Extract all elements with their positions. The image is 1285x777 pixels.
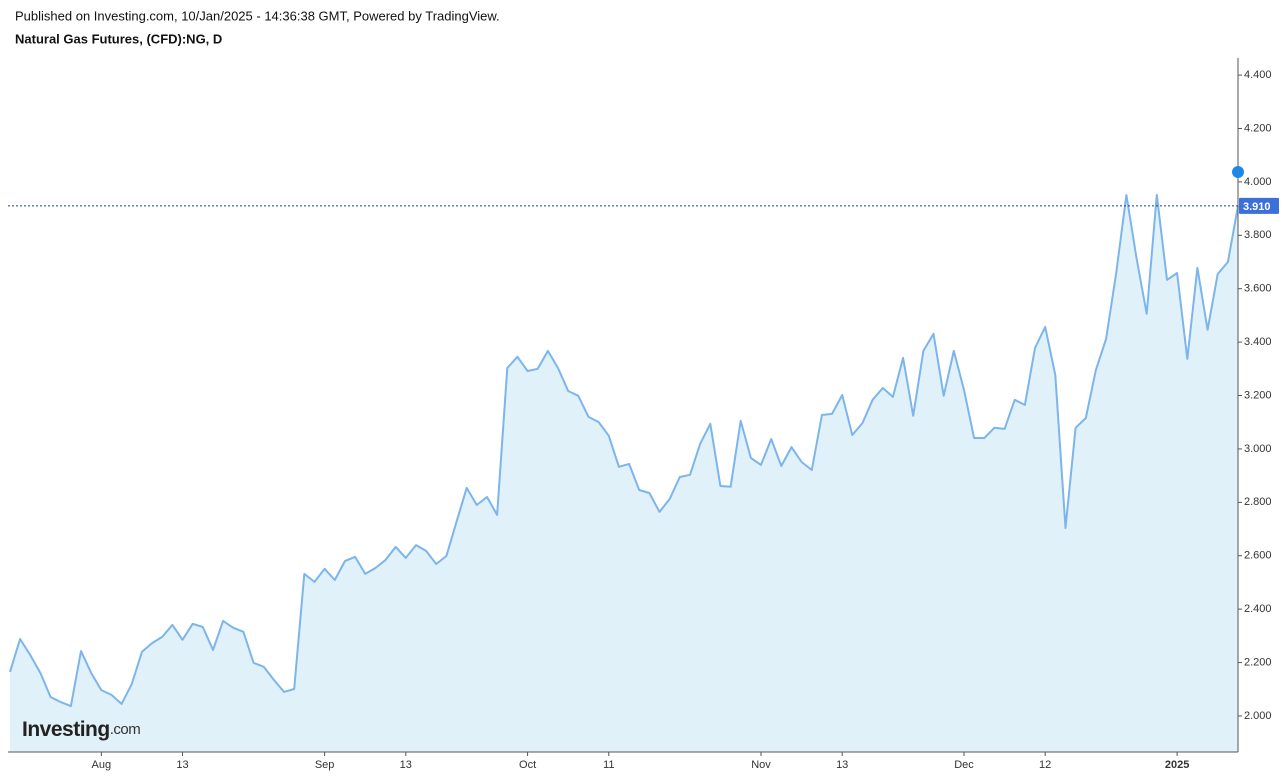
y-tick-label: 2.600 (1244, 550, 1272, 562)
chart-title: Natural Gas Futures, (CFD):NG, D (15, 31, 222, 46)
x-tick-label: Aug (92, 759, 112, 771)
x-tick-label: 13 (176, 759, 188, 771)
x-tick-label: 13 (836, 759, 848, 771)
y-tick-label: 3.800 (1244, 229, 1272, 241)
x-tick-label: 13 (400, 759, 412, 771)
y-tick-label: 3.400 (1244, 336, 1272, 348)
y-tick-label: 3.600 (1244, 283, 1272, 295)
watermark-main: Investing (22, 718, 110, 741)
price-line (9, 194, 1239, 708)
y-tick-label: 4.400 (1244, 69, 1272, 81)
published-note: Published on Investing.com, 10/Jan/2025 … (15, 8, 500, 23)
last-price-box (1239, 197, 1279, 214)
x-tick-label: 2025 (1165, 759, 1189, 771)
y-tick-label: 3.000 (1244, 443, 1272, 455)
y-tick-label: 4.000 (1244, 176, 1272, 188)
y-tick-label: 2.000 (1244, 710, 1272, 722)
y-tick-label: 3.200 (1244, 389, 1272, 401)
x-tick-label: Sep (315, 759, 335, 771)
x-tick-label: Nov (751, 759, 771, 771)
last-price-label: 3.910 (1243, 201, 1271, 213)
y-tick-label: 2.800 (1244, 496, 1272, 508)
x-tick-label: Dec (954, 759, 974, 771)
area-fill (10, 195, 1238, 752)
y-tick-label: 2.400 (1244, 603, 1272, 615)
watermark: Investing.com (22, 718, 140, 741)
x-tick-label: 11 (603, 759, 614, 771)
y-tick-label: 4.200 (1244, 122, 1272, 134)
y-tick-label: 2.200 (1244, 656, 1272, 668)
watermark-suffix: .com (110, 721, 141, 738)
marker-dot (1232, 166, 1244, 178)
x-tick-label: Oct (519, 759, 536, 771)
x-tick-label: 12 (1039, 759, 1051, 771)
